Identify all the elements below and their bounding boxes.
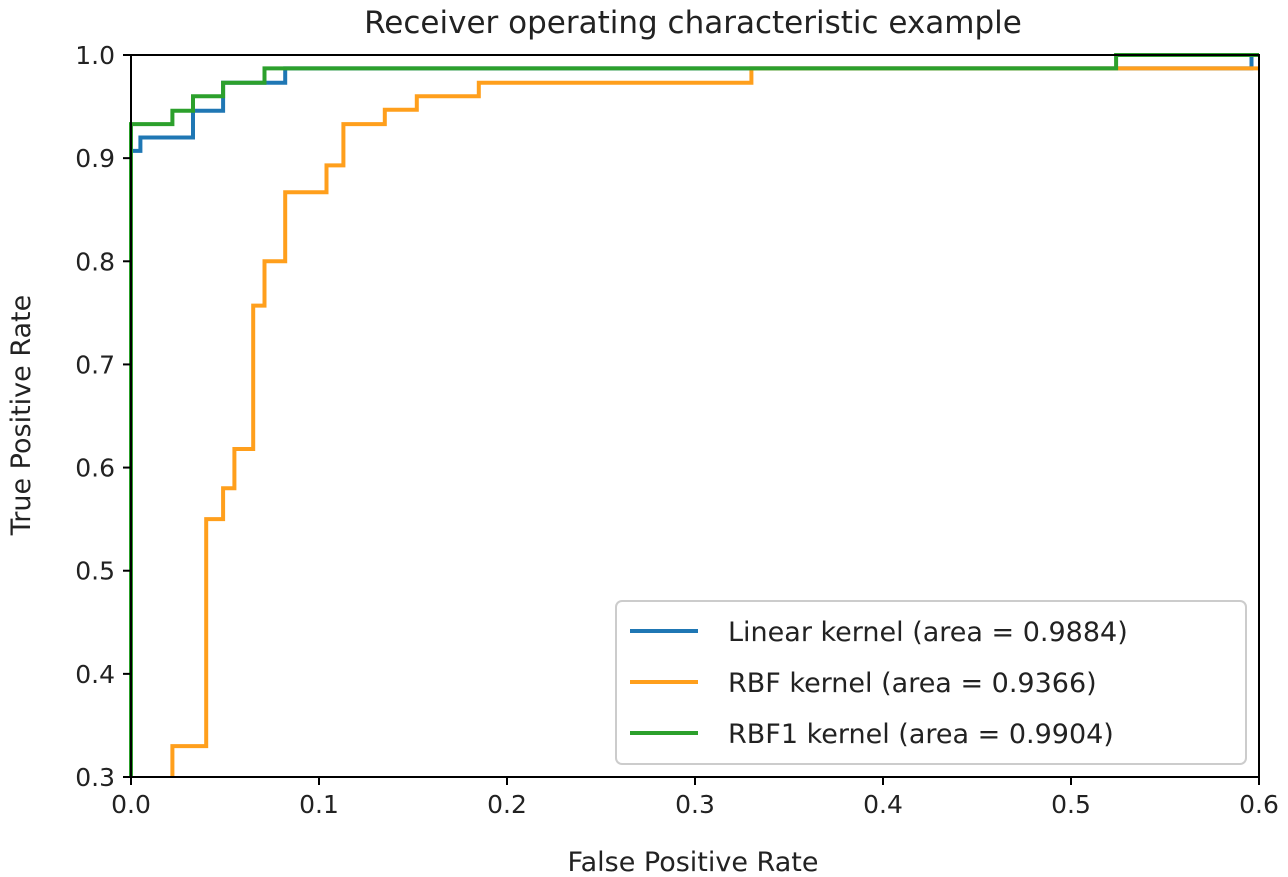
x-tick-label: 0.4 — [863, 790, 903, 819]
x-tick-label: 0.6 — [1239, 790, 1279, 819]
y-axis-label: True Positive Rate — [6, 295, 37, 537]
x-tick-label: 0.3 — [675, 790, 715, 819]
x-tick-label: 0.5 — [1051, 790, 1091, 819]
y-tick-label: 0.9 — [75, 144, 115, 173]
y-tick-label: 0.4 — [75, 660, 115, 689]
x-axis-label: False Positive Rate — [568, 847, 819, 877]
y-tick-label: 1.0 — [75, 41, 115, 70]
x-tick-label: 0.2 — [487, 790, 527, 819]
y-tick-label: 0.3 — [75, 763, 115, 792]
legend-label-1: Linear kernel (area = 0.9884) — [728, 617, 1128, 648]
legend: Linear kernel (area = 0.9884) RBF kernel … — [615, 600, 1247, 765]
y-tick-label: 0.6 — [75, 454, 115, 483]
ticks-layer: 0.0 0.1 0.2 0.3 0.4 0.5 0.6 0.3 0.4 0.5 0.6 0.7 0.8 0… — [75, 41, 1279, 819]
y-tick-label: 0.8 — [75, 247, 115, 276]
chart-title: Receiver operating characteristic exampl… — [364, 5, 1022, 41]
y-tick-label: 0.7 — [75, 350, 115, 379]
series-line-2 — [170, 66, 1259, 777]
x-tick-label: 0.0 — [111, 790, 151, 819]
legend-box — [615, 600, 1247, 765]
series-line-3 — [129, 53, 1259, 777]
legend-label-3: RBF1 kernel (area = 0.9904) — [728, 719, 1114, 750]
y-tick-label: 0.5 — [75, 557, 115, 586]
x-tick-label: 0.1 — [299, 790, 339, 819]
legend-label-2: RBF kernel (area = 0.9366) — [728, 668, 1097, 699]
series-layer — [129, 53, 1259, 777]
